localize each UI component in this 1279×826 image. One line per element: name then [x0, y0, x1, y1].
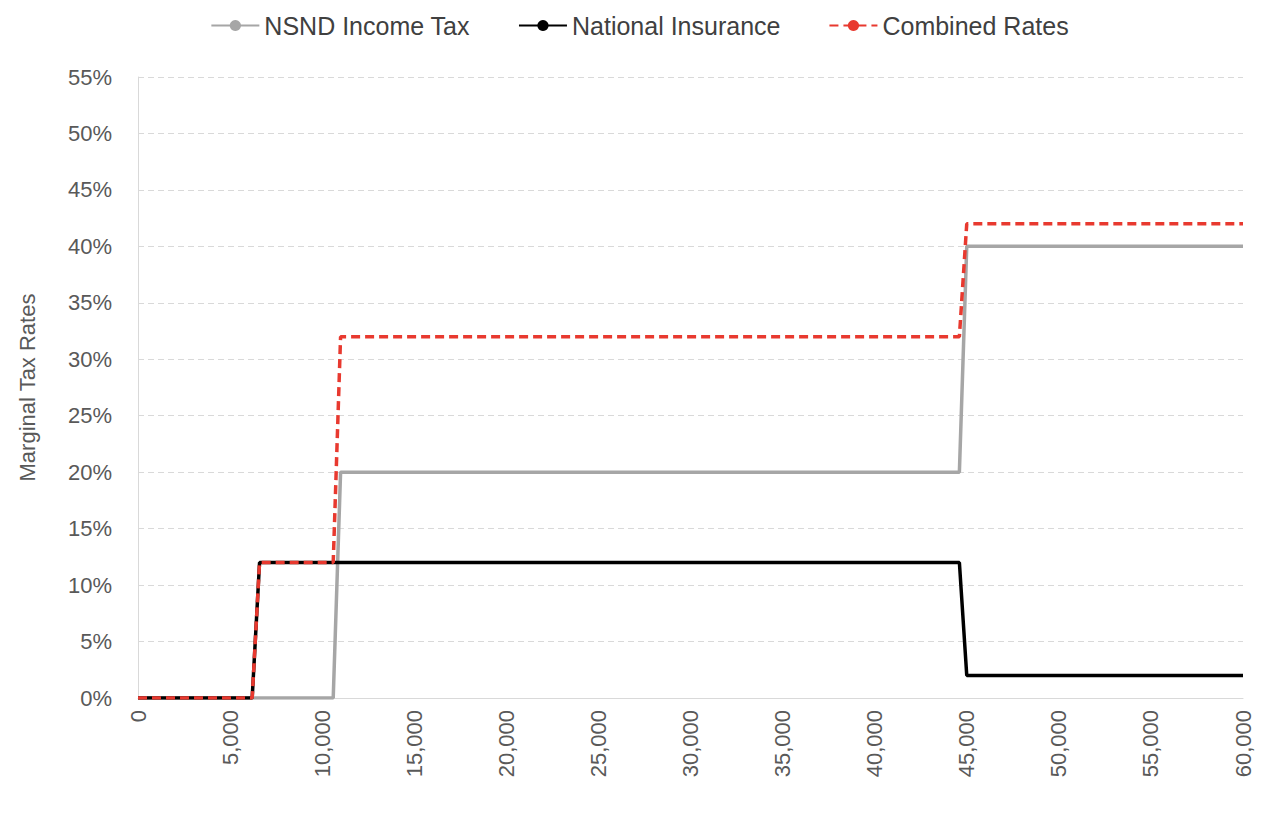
svg-text:Combined Rates: Combined Rates [882, 12, 1068, 40]
svg-text:10%: 10% [68, 573, 112, 598]
svg-text:45,000: 45,000 [954, 710, 979, 777]
svg-text:15%: 15% [68, 516, 112, 541]
svg-text:50%: 50% [68, 121, 112, 146]
svg-text:Marginal Tax Rates: Marginal Tax Rates [15, 294, 40, 482]
svg-text:0: 0 [126, 710, 151, 722]
svg-text:20%: 20% [68, 460, 112, 485]
svg-text:35%: 35% [68, 290, 112, 315]
svg-text:National Insurance: National Insurance [572, 12, 780, 40]
svg-text:60,000: 60,000 [1231, 710, 1256, 777]
svg-text:40,000: 40,000 [862, 710, 887, 777]
svg-text:40%: 40% [68, 234, 112, 259]
svg-text:55,000: 55,000 [1138, 710, 1163, 777]
svg-text:20,000: 20,000 [494, 710, 519, 777]
svg-text:10,000: 10,000 [310, 710, 335, 777]
svg-text:35,000: 35,000 [770, 710, 795, 777]
svg-text:25,000: 25,000 [586, 710, 611, 777]
svg-text:30%: 30% [68, 347, 112, 372]
svg-text:25%: 25% [68, 403, 112, 428]
svg-text:15,000: 15,000 [402, 710, 427, 777]
svg-text:5,000: 5,000 [218, 710, 243, 765]
svg-text:0%: 0% [80, 686, 112, 711]
svg-text:45%: 45% [68, 177, 112, 202]
svg-text:30,000: 30,000 [678, 710, 703, 777]
svg-text:5%: 5% [80, 629, 112, 654]
svg-text:55%: 55% [68, 65, 112, 90]
svg-text:50,000: 50,000 [1046, 710, 1071, 777]
svg-text:NSND Income Tax: NSND Income Tax [264, 12, 470, 40]
